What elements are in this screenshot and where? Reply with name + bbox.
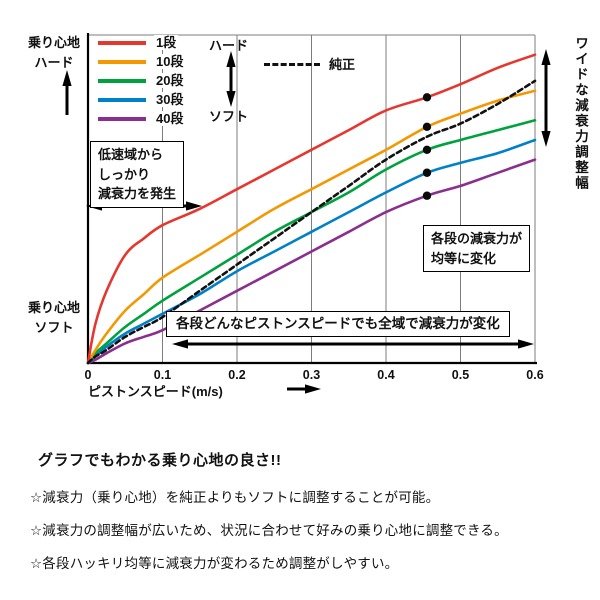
legend-item-40: 40段 (98, 109, 186, 128)
x-tick-0-3: 0.3 (302, 368, 321, 382)
legend-item-stock: 純正 (264, 57, 357, 72)
annotation-wide-range-vertical: ワイドな減衰力調整幅 (573, 36, 588, 191)
footer-bullet-2: ☆減衰力の調整幅が広いため、状況に合わせて好みの乗り心地に調整できる。 (30, 523, 508, 538)
x-tick-0-6: 0.6 (526, 368, 544, 382)
legend-label-10dan: 10段 (154, 54, 186, 69)
legend-item-10: 10段 (98, 52, 186, 71)
x-tick-0-4: 0.4 (377, 368, 395, 382)
footer-bullet-3: ☆各段ハッキリ均等に減衰力が変わるため調整がしやすい。 (30, 556, 399, 571)
footer-bullet-1: ☆減衰力（乗り心地）を純正よりもソフトに調整することが可能。 (30, 490, 440, 505)
legend-swatch-40dan (98, 116, 146, 121)
damping-chart-figure: 乗り心地 ハード 乗り心地 ソフト 1段 10段 20段 30段 40段 ハード… (27, 33, 588, 399)
y-axis-label-soft: 乗り心地 ソフト (27, 300, 80, 336)
x-tick-0: 0 (84, 368, 92, 382)
legend-hard-label: ハード (209, 38, 249, 53)
legend-swatch-30dan (98, 97, 146, 102)
x-axis-label: ピストンスピード(m/s) (88, 384, 223, 399)
x-tick-0-1: 0.1 (153, 368, 172, 382)
annotation-full-range-box: 各段どんなピストンスピードでも全域で減衰力が変化 (166, 311, 510, 338)
legend-label-1dan: 1段 (154, 35, 179, 50)
legend-label-40dan: 40段 (154, 111, 186, 126)
damping-chart (62, 33, 551, 394)
x-tick-0-5: 0.5 (451, 368, 470, 382)
legend-label-20dan: 20段 (154, 73, 186, 88)
legend-swatch-10dan (98, 59, 146, 64)
footer-heading: グラフでもわかる乗り心地の良さ!! (38, 452, 282, 469)
legend-soft-label: ソフト (209, 109, 249, 124)
legend-item-30: 30段 (98, 90, 186, 109)
legend-item-1: 1段 (98, 33, 185, 52)
footer-text: グラフでもわかる乗り心地の良さ!! ☆減衰力（乗り心地）を純正よりもソフトに調整… (30, 443, 590, 585)
annotation-low-speed-box: 低速域から しっかり 減衰力を発生 (90, 141, 185, 208)
legend-swatch-1dan (98, 40, 146, 45)
stock-dashed-line-swatch (264, 63, 320, 66)
annotation-equal-change-box: 各段の減衰力が 均等に変化 (423, 225, 531, 272)
legend: 1段 10段 20段 30段 40段 (98, 33, 186, 128)
y-axis-label-hard: 乗り心地 ハード (27, 35, 80, 71)
legend-item-20: 20段 (98, 71, 186, 90)
legend-swatch-20dan (98, 78, 146, 83)
legend-label-stock: 純正 (329, 57, 356, 72)
x-tick-0-2: 0.2 (228, 368, 246, 382)
legend-label-30dan: 30段 (154, 92, 186, 107)
